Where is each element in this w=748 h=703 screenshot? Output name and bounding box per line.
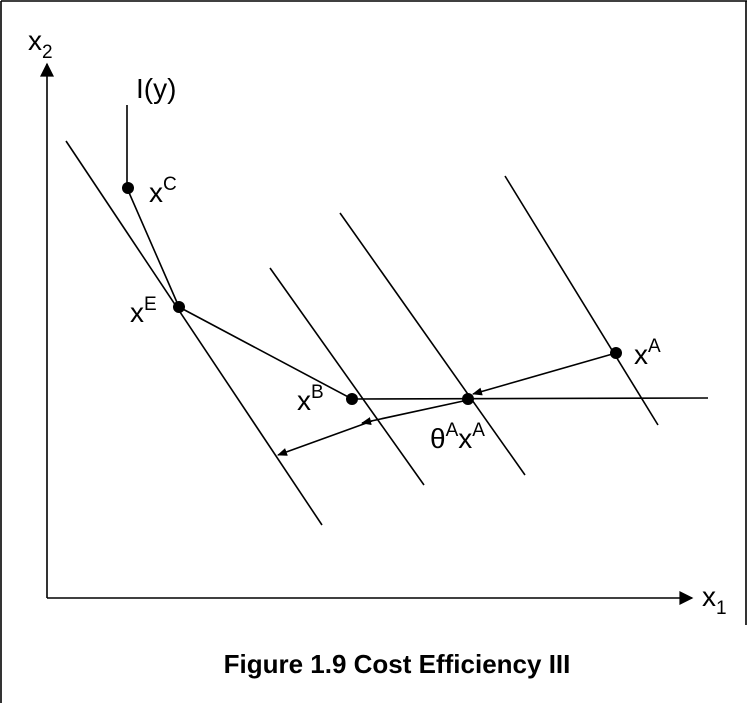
label-base: x bbox=[702, 581, 716, 612]
label-base: x bbox=[297, 385, 311, 416]
axes bbox=[40, 62, 694, 605]
isocost-line bbox=[269, 267, 425, 486]
isocost-line bbox=[339, 212, 526, 476]
arrow bbox=[472, 352, 617, 396]
label-sub: 2 bbox=[42, 42, 53, 63]
label-sup: B bbox=[311, 382, 324, 403]
isocost-line bbox=[65, 140, 323, 526]
point-label: xC bbox=[149, 174, 177, 208]
label-sup: A bbox=[648, 336, 661, 357]
label-base: x bbox=[458, 423, 472, 454]
arrow bbox=[277, 420, 373, 456]
label-base: x bbox=[28, 25, 42, 56]
x-axis-label: x1 bbox=[702, 581, 727, 619]
arrow bbox=[361, 399, 469, 426]
caption: Figure 1.9 Cost Efficiency III bbox=[224, 649, 571, 679]
label-base: x bbox=[149, 177, 163, 208]
label-sup: C bbox=[163, 174, 177, 195]
label-base: x bbox=[130, 297, 144, 328]
label-sup: E bbox=[144, 294, 157, 315]
points bbox=[122, 182, 622, 405]
point bbox=[462, 393, 474, 405]
label-theta: θ bbox=[430, 423, 446, 454]
isocost-lines bbox=[65, 140, 659, 526]
point-label: xB bbox=[297, 382, 324, 416]
point-label: xA bbox=[634, 336, 661, 370]
point bbox=[173, 301, 185, 313]
label-base: x bbox=[634, 339, 648, 370]
point bbox=[122, 182, 134, 194]
y-axis-label: x2 bbox=[28, 25, 53, 63]
label-sup: A bbox=[446, 420, 459, 441]
isoquant-label: I(y) bbox=[136, 73, 176, 104]
point-label: xE bbox=[130, 294, 157, 328]
point-label: θAxA bbox=[430, 420, 485, 454]
label-sub: 1 bbox=[716, 598, 727, 619]
label-sup: A bbox=[472, 420, 485, 441]
arrows bbox=[277, 352, 617, 456]
point bbox=[346, 393, 358, 405]
isocost-line bbox=[504, 175, 659, 426]
point bbox=[610, 347, 622, 359]
